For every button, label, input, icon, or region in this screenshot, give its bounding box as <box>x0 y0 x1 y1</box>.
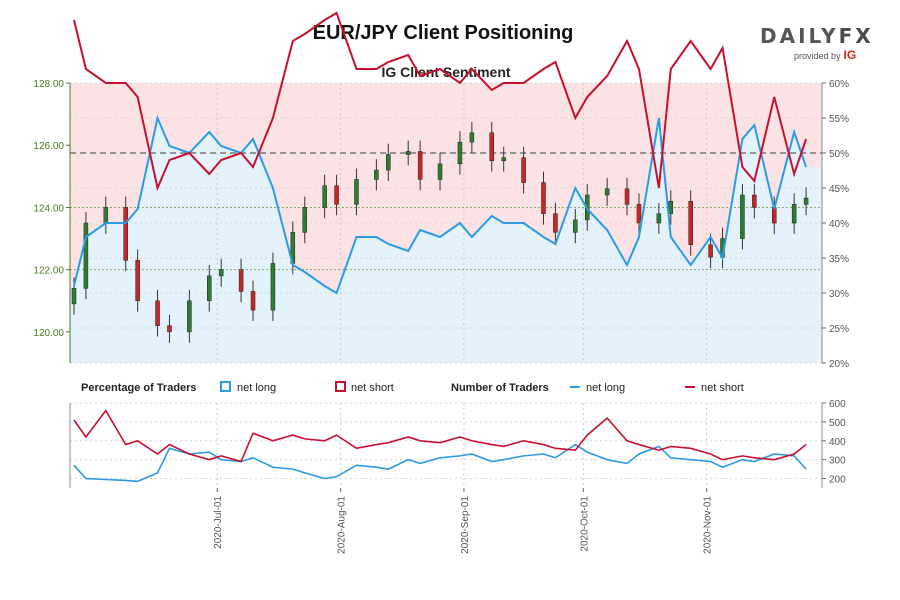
candle-body-1 <box>83 222 89 289</box>
logo-provided-by: provided by IG <box>794 48 856 62</box>
price-tick-3: 126.00 <box>33 141 64 152</box>
legend-pct-long-swatch <box>220 381 231 392</box>
legend-pct-long: net long <box>237 382 276 394</box>
legend-num-short: net short <box>701 382 744 394</box>
candle-body-17 <box>354 179 359 205</box>
candle-body-16 <box>334 185 339 205</box>
candle-body-2 <box>103 207 109 224</box>
candle-body-20 <box>405 151 411 155</box>
pct-tick-3: 35% <box>829 254 849 265</box>
candle-body-6 <box>167 325 172 333</box>
candle-body-42 <box>772 207 777 224</box>
candle-body-25 <box>489 132 495 162</box>
candle-body-7 <box>187 300 192 333</box>
candle-body-32 <box>604 188 610 196</box>
candle-body-24 <box>469 132 475 143</box>
candle-body-40 <box>740 194 745 239</box>
candle-body-0 <box>71 288 77 305</box>
legend-num-long: net long <box>586 382 625 394</box>
candle-body-19 <box>386 154 391 171</box>
price-tick-4: 128.00 <box>33 79 64 90</box>
candle-body-21 <box>417 151 423 180</box>
dailyfx-logo: DAILYFX provided by IG <box>760 24 871 64</box>
candle-body-43 <box>791 204 797 224</box>
price-axis-ticks: 120.00 122.00 124.00 126.00 128.00 <box>33 79 70 339</box>
pct-tick-1: 25% <box>829 324 849 335</box>
price-candles <box>71 121 809 343</box>
candle-body-38 <box>708 244 713 258</box>
candle-body-12 <box>270 263 276 311</box>
candle-body-44 <box>803 197 809 205</box>
pct-tick-4: 40% <box>829 219 849 230</box>
date-tick-4: 2020-Nov-01 <box>703 496 714 554</box>
candle-body-34 <box>636 204 642 224</box>
legend-pct-short: net short <box>351 382 394 394</box>
candle-body-11 <box>250 291 256 311</box>
date-tick-1: 2020-Aug-01 <box>337 496 348 554</box>
candle-body-35 <box>656 213 662 224</box>
candle-body-28 <box>541 182 546 214</box>
date-tick-2: 2020-Sep-01 <box>460 496 471 554</box>
candle-body-9 <box>218 269 224 277</box>
lower-grid <box>70 402 822 488</box>
count-axis-ticks: 200 300 400 500 600 <box>822 399 846 486</box>
pct-tick-0: 20% <box>829 359 849 370</box>
net-short-count-line <box>73 409 807 463</box>
logo-text-fx: FX <box>838 24 874 48</box>
logo-text-daily: DAILY <box>760 24 839 48</box>
candle-body-33 <box>624 188 630 205</box>
pct-tick-7: 55% <box>829 114 849 125</box>
pct-tick-6: 50% <box>829 149 849 160</box>
candle-body-37 <box>688 200 693 246</box>
legend: Percentage of Traders net long net short… <box>81 381 744 394</box>
candle-body-10 <box>238 269 244 292</box>
candle-body-27 <box>521 157 526 183</box>
price-tick-2: 124.00 <box>33 203 64 214</box>
candle-body-36 <box>668 200 674 214</box>
logo-ig: IG <box>843 48 857 62</box>
candle-body-3 <box>123 207 128 261</box>
count-tick-3: 500 <box>829 418 846 429</box>
pct-tick-5: 45% <box>829 184 849 195</box>
upper-panel: 120.00 122.00 124.00 126.00 128.00 20% 25% 30%… <box>33 11 849 370</box>
candle-body-14 <box>302 207 308 233</box>
candle-body-5 <box>155 300 160 326</box>
date-tick-0: 2020-Jul-01 <box>213 496 224 549</box>
candle-body-18 <box>374 169 379 180</box>
legend-num-label: Number of Traders <box>451 382 549 394</box>
pct-tick-8: 60% <box>829 79 849 90</box>
candle-body-30 <box>573 219 578 233</box>
legend-pct-label: Percentage of Traders <box>81 382 197 394</box>
candle-body-41 <box>752 194 757 208</box>
net-long-count-line <box>73 443 807 483</box>
candle-body-4 <box>135 260 140 302</box>
reference-lines <box>70 152 822 271</box>
candle-body-29 <box>553 213 558 233</box>
count-tick-1: 300 <box>829 456 846 467</box>
pct-axis-ticks: 20% 25% 30% 35% 40% 45% 50% 55% 60% <box>822 79 849 370</box>
candle-body-15 <box>322 185 327 208</box>
candle-body-22 <box>437 163 443 180</box>
date-axis-ticks: 2020-Jul-01 2020-Aug-01 2020-Sep-01 2020-Oc… <box>213 488 714 554</box>
count-tick-4: 600 <box>829 399 846 410</box>
chart-title: EUR/JPY Client Positioning <box>312 22 574 44</box>
legend-pct-short-swatch <box>335 381 346 392</box>
price-tick-0: 120.00 <box>33 328 64 339</box>
candle-body-23 <box>457 141 463 165</box>
count-tick-0: 200 <box>829 475 846 486</box>
net-long-area <box>70 118 822 363</box>
price-tick-1: 122.00 <box>33 266 64 277</box>
count-tick-2: 400 <box>829 437 846 448</box>
pct-tick-2: 30% <box>829 289 849 300</box>
net-short-pct-line <box>73 11 808 192</box>
logo-wordmark: DAILYFX <box>760 24 871 48</box>
logo-provided-text: provided by <box>794 51 841 61</box>
candle-body-8 <box>207 275 212 302</box>
date-tick-3: 2020-Oct-01 <box>579 496 590 552</box>
net-long-pct-line <box>73 114 808 295</box>
candle-body-26 <box>501 157 506 162</box>
